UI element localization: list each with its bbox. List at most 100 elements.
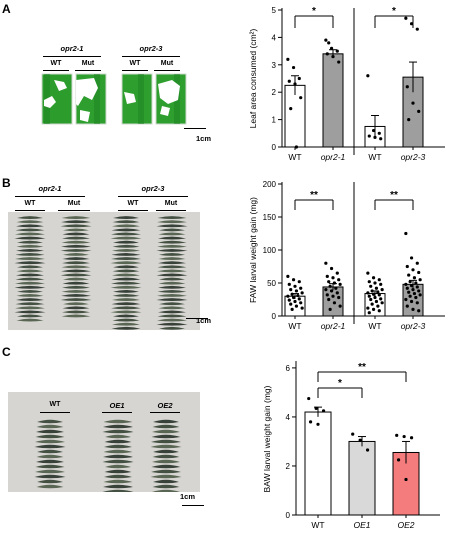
data-point [405, 286, 409, 290]
data-point [405, 304, 409, 308]
x-tick-label: WT [288, 321, 301, 331]
data-point [286, 57, 290, 61]
larva [152, 459, 180, 464]
larva [158, 232, 186, 236]
larva [110, 285, 142, 289]
data-point [335, 291, 339, 295]
y-tick-label: 150 [263, 213, 277, 222]
data-point [289, 107, 293, 111]
data-point [404, 282, 408, 286]
larva [15, 257, 45, 261]
data-point [379, 137, 383, 141]
larva [14, 285, 46, 289]
larva [103, 454, 133, 459]
larva [36, 459, 64, 464]
sub-label-mut: Mut [164, 200, 178, 207]
data-point [286, 294, 290, 298]
data-point [377, 278, 381, 282]
data-point [329, 289, 334, 293]
data-point [289, 302, 293, 306]
larva [15, 253, 45, 256]
data-point [376, 304, 380, 308]
larva [156, 248, 188, 252]
data-point [316, 422, 320, 426]
data-point [374, 299, 379, 304]
sub-label-wt: WT [24, 200, 36, 207]
larva [157, 269, 187, 273]
data-point [411, 288, 415, 292]
sub-label-wt: WT [127, 200, 139, 207]
data-point [307, 396, 311, 401]
data-point [415, 285, 419, 289]
larva [60, 298, 92, 302]
data-point [331, 294, 335, 298]
larva [61, 314, 91, 318]
larva [153, 479, 179, 484]
data-point [379, 282, 383, 286]
y-tick-label: 0 [286, 511, 291, 520]
y-tick-label: 0 [272, 143, 277, 152]
larva [110, 261, 142, 265]
data-point [377, 293, 381, 297]
sub-underline [154, 70, 180, 71]
data-point [366, 271, 370, 275]
data-point [404, 477, 408, 482]
data-point [293, 299, 297, 304]
sig-label: * [392, 6, 396, 17]
larva [111, 257, 141, 261]
y-tick-label: 2 [272, 88, 277, 97]
data-point [414, 281, 418, 285]
larva [157, 294, 187, 297]
larva [63, 253, 89, 256]
data-point [294, 289, 299, 293]
data-point [417, 109, 421, 113]
larva [113, 314, 139, 318]
scale-bar [186, 318, 208, 319]
data-point [415, 261, 419, 265]
larva [151, 464, 181, 469]
data-point [331, 276, 335, 280]
larva [150, 474, 182, 479]
x-tick-label: WT [368, 152, 381, 162]
larva [103, 479, 133, 484]
data-point [371, 292, 376, 296]
data-point [396, 458, 401, 462]
sub-label-wt: WT [49, 401, 61, 408]
data-point [418, 278, 422, 282]
data-point [371, 307, 376, 311]
data-point [417, 270, 421, 275]
scale-bar [184, 128, 206, 129]
larva [156, 273, 188, 277]
larva [17, 289, 43, 293]
data-point [324, 38, 328, 42]
larva [104, 444, 132, 449]
larva [61, 216, 91, 220]
data-point [300, 306, 304, 310]
data-point [409, 22, 414, 26]
data-point [329, 266, 334, 271]
data-point [327, 297, 331, 302]
sub-label-mut: Mut [160, 60, 174, 67]
group-title-opr2-1: opr2-1 [60, 44, 84, 53]
larva [37, 449, 63, 454]
larva [105, 434, 131, 439]
data-point [366, 291, 370, 295]
y-axis-label: Leaf area consumed (cm²) [248, 28, 258, 128]
larva [14, 310, 46, 314]
larva [157, 240, 187, 244]
data-point [380, 288, 384, 292]
x-tick-label: WT [311, 520, 324, 530]
data-point [411, 268, 415, 272]
data-point [291, 65, 296, 70]
larva [110, 236, 142, 240]
data-point [373, 281, 377, 285]
data-point [366, 306, 370, 310]
larva [158, 285, 186, 289]
larva [61, 240, 91, 244]
larva [111, 232, 141, 236]
larva [61, 220, 91, 224]
y-tick-label: 100 [263, 246, 277, 255]
larva [15, 306, 45, 310]
data-point [415, 301, 419, 305]
y-tick-label: 4 [286, 413, 291, 422]
